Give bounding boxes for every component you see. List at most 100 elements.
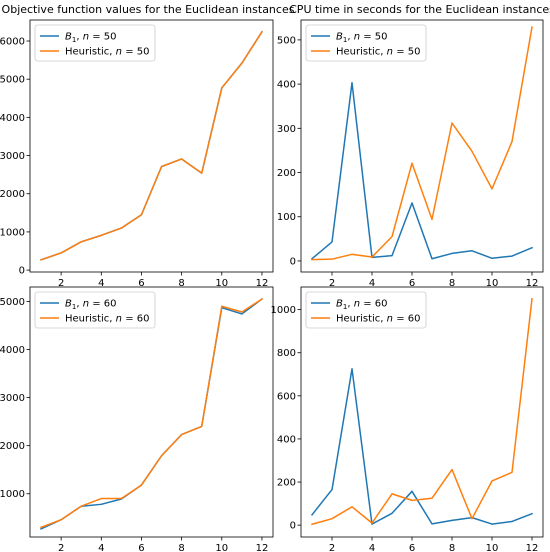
y-tick-label: 5000: [0, 75, 25, 86]
data-point-b1: [351, 368, 353, 370]
data-point-b1: [40, 528, 42, 530]
data-point-heuristic: [491, 480, 493, 482]
x-tick-label: 2: [329, 278, 335, 289]
x-tick-label: 4: [98, 278, 104, 289]
series-line-heuristic: [311, 298, 533, 526]
panel-cpu-n50: 0 100 200 300 400 500 2 4 6 8 10 12 B1, n = 50 Heuris…: [277, 19, 544, 289]
data-point-b1: [491, 523, 493, 525]
x-tick-label: 12: [526, 278, 539, 289]
x-tick-label: 6: [138, 278, 144, 289]
data-point-b1: [511, 255, 513, 257]
y-tick-label: 200: [277, 478, 296, 489]
y-tick-label: 0: [290, 256, 296, 267]
x-tick-label: 4: [98, 543, 104, 552]
y-tick-label: 600: [277, 391, 296, 402]
data-point-heuristic: [431, 497, 433, 499]
y-tick-label: 800: [277, 348, 296, 359]
data-point-b1: [531, 513, 533, 515]
data-point-b1: [411, 202, 413, 204]
data-point-heuristic: [60, 519, 62, 521]
data-point-b1: [431, 523, 433, 525]
data-point-heuristic: [221, 305, 223, 307]
y-tick-label: 3000: [0, 393, 25, 404]
data-point-heuristic: [80, 241, 82, 243]
data-point-b1: [391, 512, 393, 514]
data-point-heuristic: [411, 499, 413, 501]
legend: B1, n = 50 Heuristic, n = 50: [34, 24, 156, 62]
x-tick-label: 4: [369, 278, 375, 289]
data-point-heuristic: [241, 311, 243, 313]
legend-label: B1, n = 60: [336, 299, 388, 312]
data-point-b1: [431, 258, 433, 260]
data-point-heuristic: [160, 455, 163, 457]
panel-objective-n50: 0 1000 2000 3000 4000 5000 6000 2 4 6 8 10 12 B1, n =…: [0, 19, 274, 289]
data-point-b1: [391, 255, 393, 257]
y-tick-label: 0: [290, 521, 296, 532]
legend-box: [34, 291, 156, 329]
data-point-b1: [241, 313, 243, 315]
data-point-b1: [311, 514, 313, 516]
data-point-heuristic: [40, 259, 42, 261]
data-point-heuristic: [511, 140, 513, 143]
data-point-b1: [491, 257, 493, 259]
y-tick-label: 2000: [0, 441, 25, 452]
y-tick-label: 3000: [0, 151, 25, 162]
x-tick-label: 2: [329, 543, 335, 552]
y-tick-label: 2000: [0, 189, 25, 200]
y-tick-label: 100: [277, 212, 296, 223]
data-point-b1: [331, 488, 333, 491]
series-line-heuristic: [311, 26, 533, 261]
data-point-heuristic: [261, 298, 263, 300]
data-point-heuristic: [351, 253, 353, 255]
data-point-heuristic: [531, 26, 533, 28]
x-tick-label: 8: [178, 543, 184, 552]
data-point-heuristic: [371, 256, 373, 258]
data-point-b1: [371, 523, 373, 525]
data-point-b1: [451, 252, 453, 255]
x-tick-label: 10: [215, 543, 228, 552]
legend-box: [34, 24, 156, 62]
data-point-b1: [100, 503, 102, 505]
data-point-heuristic: [100, 234, 102, 236]
legend-label: Heuristic, n = 50: [65, 47, 149, 58]
y-tick-label: 500: [277, 35, 296, 46]
data-point-b1: [471, 250, 473, 252]
panel-1-title: Objective function values for the Euclid…: [2, 3, 295, 16]
data-point-b1: [351, 82, 353, 84]
axes-frame: [29, 286, 274, 538]
y-tick-label: 0: [19, 266, 25, 277]
data-point-heuristic: [120, 227, 122, 229]
data-point-heuristic: [511, 471, 513, 473]
data-point-b1: [531, 247, 533, 249]
legend-label: Heuristic, n = 60: [336, 314, 420, 325]
legend-label: Heuristic, n = 60: [65, 314, 149, 325]
x-tick-label: 12: [256, 543, 269, 552]
x-tick-label: 10: [215, 278, 228, 289]
data-point-heuristic: [391, 236, 393, 238]
data-point-heuristic: [181, 433, 183, 436]
y-tick-label: 1000: [271, 305, 296, 316]
x-tick-label: 2: [58, 543, 64, 552]
data-point-heuristic: [451, 468, 453, 471]
legend-label: B1, n = 50: [65, 32, 117, 45]
data-point-heuristic: [531, 298, 533, 300]
legend: B1, n = 60 Heuristic, n = 60: [305, 291, 427, 329]
data-point-heuristic: [140, 484, 143, 486]
data-point-heuristic: [491, 188, 493, 190]
x-tick-label: 12: [256, 278, 269, 289]
y-tick-label: 400: [277, 434, 296, 445]
data-point-heuristic: [351, 506, 353, 508]
x-tick-label: 8: [449, 543, 455, 552]
x-tick-label: 6: [138, 543, 144, 552]
data-point-heuristic: [431, 218, 433, 220]
series-line-b1: [310, 368, 533, 525]
y-tick-label: 6000: [0, 37, 25, 48]
x-tick-label: 10: [486, 543, 499, 552]
legend-label: B1, n = 50: [336, 32, 388, 45]
data-point-heuristic: [160, 166, 163, 168]
y-tick-label: 400: [277, 80, 296, 91]
x-tick-label: 4: [369, 543, 375, 552]
data-point-b1: [451, 519, 453, 522]
data-point-heuristic: [331, 258, 333, 260]
